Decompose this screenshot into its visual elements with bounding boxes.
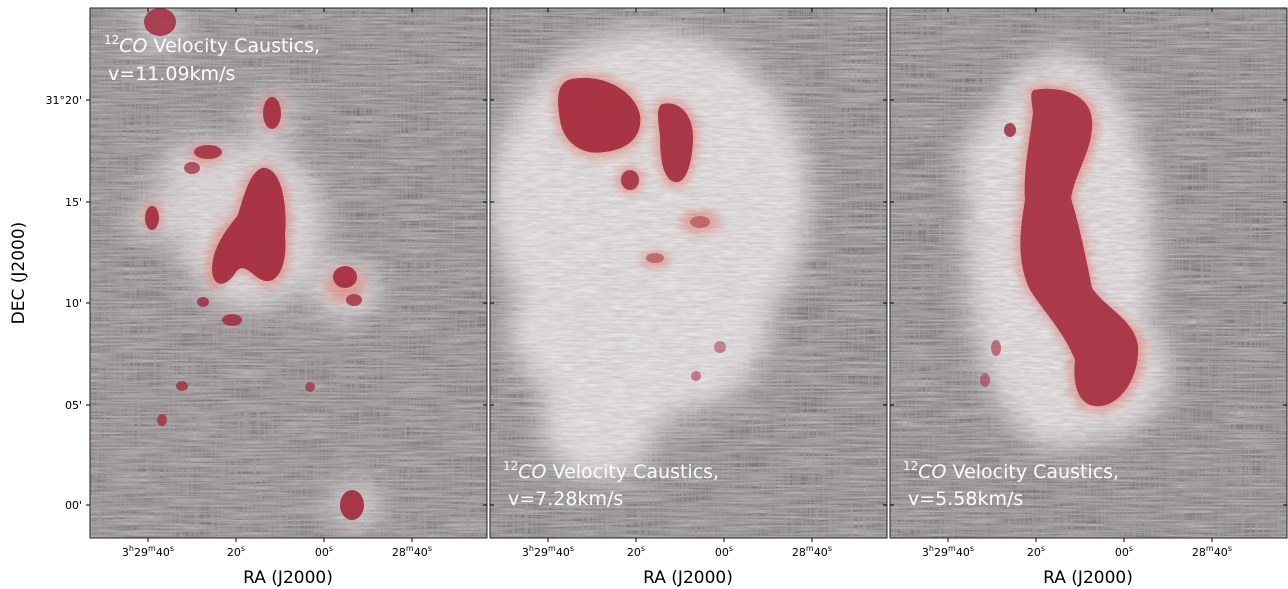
- x-tick-label: 00s: [315, 544, 333, 559]
- tick-unit: s: [428, 544, 432, 553]
- panel-2-emission: [490, 8, 887, 538]
- tick-value: 40: [814, 546, 828, 559]
- tick-value: 28: [392, 546, 406, 559]
- panel-1-caption-line2: v=11.09km/s: [108, 63, 235, 85]
- tick-value: 00: [315, 546, 329, 559]
- tick-unit: h: [129, 544, 134, 553]
- caption-sup: 12: [903, 459, 918, 473]
- y-tick-label: 15': [65, 196, 82, 209]
- x-axis-label-panel-2: RA (J2000): [643, 568, 733, 588]
- y-axis-label: DEC (J2000): [9, 222, 29, 325]
- x-tick-label: 20s: [1027, 544, 1045, 559]
- tick-value: 40: [156, 546, 170, 559]
- tick-value: 28: [792, 546, 806, 559]
- x-tick-label: 3h 29m 40s: [522, 544, 574, 559]
- tick-unit: s: [329, 544, 333, 553]
- tick-unit: h: [529, 544, 534, 553]
- panel-1-caption: 12CO Velocity Caustics, v=11.09km/s: [104, 33, 320, 85]
- caption-italic: CO: [119, 35, 147, 57]
- x-tick-label: 28m 40s: [392, 544, 432, 559]
- panel-2: [490, 8, 887, 538]
- caption-sup: 12: [503, 459, 518, 473]
- tick-value: 3: [522, 546, 529, 559]
- tick-value: 00: [1115, 546, 1129, 559]
- x-tick-label: 00s: [715, 544, 733, 559]
- y-tick-label: 31°20': [45, 94, 82, 107]
- x-axis-label-panel-1: RA (J2000): [243, 568, 333, 588]
- panel-2-caption-line1: 12CO Velocity Caustics,: [503, 459, 719, 483]
- tick-unit: s: [170, 544, 174, 553]
- panel-2-caption-line2: v=7.28km/s: [508, 488, 623, 510]
- x-tick-label: 00s: [1115, 544, 1133, 559]
- y-tick-label: 00': [65, 499, 82, 512]
- tick-value: 00: [715, 546, 729, 559]
- panel-1-caption-line1: 12CO Velocity Caustics,: [104, 33, 320, 57]
- y-tick-label: 10': [65, 297, 82, 310]
- tick-unit: s: [570, 544, 574, 553]
- tick-unit: m: [1206, 544, 1214, 553]
- panel-2-frame: [489, 7, 888, 539]
- caption-italic: CO: [518, 461, 546, 483]
- x-axis-label-panel-3: RA (J2000): [1043, 568, 1133, 588]
- caption-italic: CO: [918, 461, 946, 483]
- x-tick-label: 28m 40s: [792, 544, 832, 559]
- x-tick-label: 3h 29m 40s: [122, 544, 174, 559]
- x-axis-panel-2: 3h 29m 40s 20s 00s 28m 40s: [522, 8, 832, 559]
- panel-2-caption: 12CO Velocity Caustics, v=7.28km/s: [503, 459, 719, 510]
- tick-value: 20: [227, 546, 241, 559]
- tick-value: 28: [1192, 546, 1206, 559]
- tick-value: 40: [1214, 546, 1228, 559]
- x-axis-panel-3: 3h 29m 40s 20s 00s 28m 40s: [922, 8, 1232, 559]
- tick-value: 29: [534, 546, 548, 559]
- tick-unit: s: [828, 544, 832, 553]
- tick-unit: s: [1041, 544, 1045, 553]
- tick-unit: s: [729, 544, 733, 553]
- tick-unit: s: [1228, 544, 1232, 553]
- tick-unit: m: [148, 544, 156, 553]
- tick-value: 3: [922, 546, 929, 559]
- caption-rest: Velocity Caustics,: [547, 461, 720, 483]
- panel-3-caption: 12CO Velocity Caustics, v=5.58km/s: [903, 459, 1119, 510]
- tick-unit: m: [406, 544, 414, 553]
- x-tick-label: 28m 40s: [1192, 544, 1232, 559]
- y-tick-label: 05': [65, 399, 82, 412]
- panel-3-caption-line1: 12CO Velocity Caustics,: [903, 459, 1119, 483]
- panel-3-frame: [889, 7, 1288, 539]
- panel-1: [90, 8, 487, 538]
- tick-unit: s: [241, 544, 245, 553]
- x-tick-label: 20s: [227, 544, 245, 559]
- panel-3-emission: [890, 8, 1287, 538]
- tick-unit: m: [548, 544, 556, 553]
- caption-rest: Velocity Caustics,: [947, 461, 1120, 483]
- y-axis: 31°20' 15' 10' 05' 00': [45, 94, 1287, 512]
- caption-sup: 12: [104, 33, 119, 47]
- tick-value: 29: [134, 546, 148, 559]
- tick-value: 40: [956, 546, 970, 559]
- panel-1-frame: [89, 7, 488, 539]
- tick-unit: m: [948, 544, 956, 553]
- tick-value: 40: [414, 546, 428, 559]
- tick-value: 3: [122, 546, 129, 559]
- tick-value: 20: [1027, 546, 1041, 559]
- tick-value: 40: [556, 546, 570, 559]
- panel-3-caption-line2: v=5.58km/s: [908, 488, 1023, 510]
- tick-unit: s: [1129, 544, 1133, 553]
- tick-value: 20: [627, 546, 641, 559]
- panel-3: [890, 8, 1287, 538]
- panel-1-emission: [90, 8, 487, 538]
- x-tick-label: 3h 29m 40s: [922, 544, 974, 559]
- caption-rest: Velocity Caustics,: [148, 35, 321, 57]
- tick-unit: m: [806, 544, 814, 553]
- tick-value: 29: [934, 546, 948, 559]
- x-axis-panel-1: 3h 29m 40s 20s 00s 28m 40s: [122, 8, 432, 559]
- tick-unit: h: [929, 544, 934, 553]
- tick-unit: s: [641, 544, 645, 553]
- x-tick-label: 20s: [627, 544, 645, 559]
- tick-unit: s: [970, 544, 974, 553]
